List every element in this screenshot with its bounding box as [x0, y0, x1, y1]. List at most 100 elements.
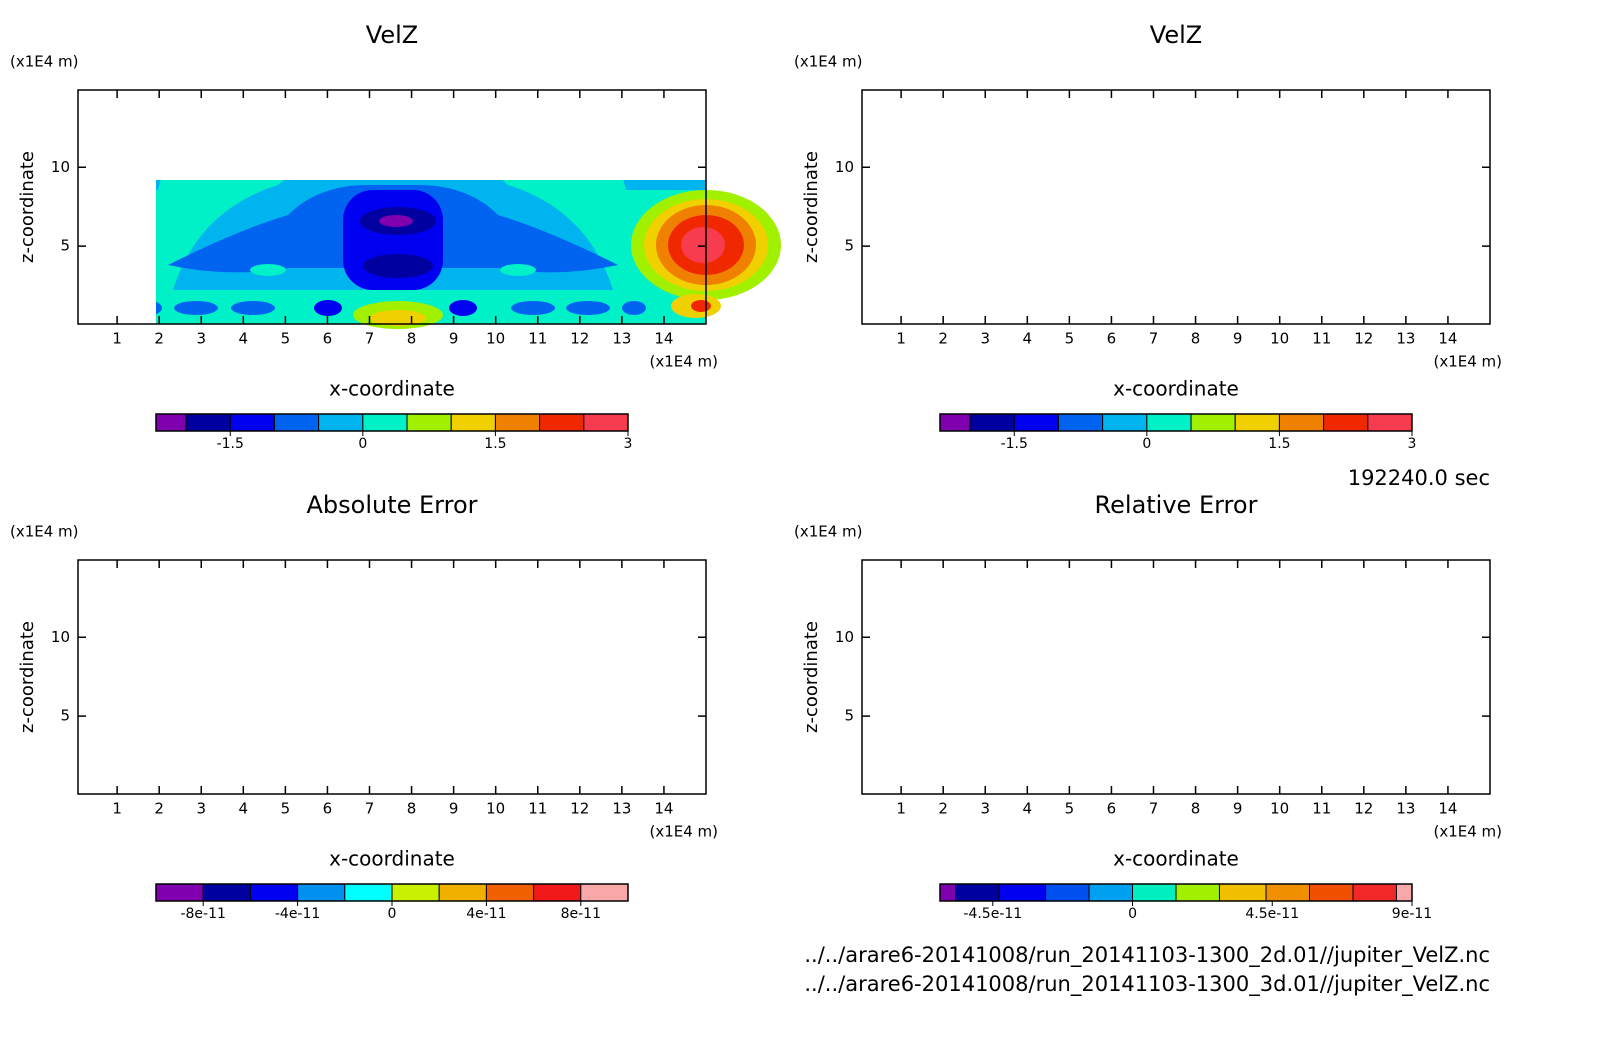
colorbar-segment — [185, 413, 231, 432]
colorbar-tick-label: 3 — [624, 436, 633, 452]
x-tick-label: 4 — [1023, 330, 1033, 348]
colorbar-tick-label: 0 — [1142, 436, 1151, 452]
y-tick-label: 5 — [844, 237, 854, 255]
x-tick-label: 14 — [1438, 330, 1457, 348]
y-unit: (x1E4 m) — [794, 53, 863, 71]
x-tick-label: 4 — [239, 330, 249, 348]
colorbar-segment — [1323, 413, 1369, 432]
panel-title: VelZ — [366, 21, 418, 49]
contour-region — [622, 301, 646, 315]
colorbar-segment — [318, 413, 364, 432]
contour-region — [174, 301, 218, 315]
x-tick-label: 5 — [281, 330, 291, 348]
x-tick-label: 9 — [449, 330, 459, 348]
contour-region — [566, 301, 610, 315]
colorbar-segment — [1057, 413, 1104, 432]
contour-region — [681, 227, 725, 263]
panel: Absolute Error(x1E4 m)(x1E4 m)x-coordina… — [10, 491, 718, 922]
x-tick-label: 14 — [654, 330, 673, 348]
contour-region — [511, 301, 555, 315]
contour-region — [379, 215, 413, 227]
contour-region — [449, 300, 477, 316]
x-label: x-coordinate — [329, 377, 455, 401]
colorbar-segment — [273, 413, 320, 432]
x-tick-label: 6 — [1107, 330, 1117, 348]
contour-region — [363, 254, 433, 278]
y-label: z-coordinate — [17, 151, 38, 263]
colorbar-segment — [1190, 413, 1236, 432]
x-tick-label: 12 — [1354, 330, 1373, 348]
colorbar-segment — [1367, 413, 1413, 432]
contour-region — [231, 301, 275, 315]
colorbar-tick-label: -1.5 — [217, 436, 244, 452]
x-label: x-coordinate — [1113, 377, 1239, 401]
plot-frame — [861, 89, 1491, 325]
colorbar-segment — [1102, 413, 1148, 432]
x-tick-label: 12 — [570, 330, 589, 348]
x-tick-label: 2 — [154, 330, 164, 348]
colorbar-segment — [1234, 413, 1280, 432]
x-tick-label: 2 — [938, 330, 948, 348]
x-tick-label: 10 — [486, 330, 505, 348]
plot-frame — [77, 89, 707, 325]
panel: VelZ (x1E4 m) (x1E4 m) x-coordinate z-coordi… — [10, 21, 781, 452]
colorbar-segment — [1278, 413, 1325, 432]
colorbar-tick-label: 0 — [358, 436, 367, 452]
contour-region — [156, 180, 161, 190]
colorbar-frame — [155, 413, 629, 432]
contour-region — [500, 264, 536, 276]
x-tick-label: 7 — [365, 330, 375, 348]
x-tick-label: 8 — [407, 330, 417, 348]
contour-region — [314, 300, 342, 316]
colorbar-segment — [450, 413, 496, 432]
x-tick-label: 8 — [1191, 330, 1201, 348]
colorbar-tick-label: -1.5 — [1001, 436, 1028, 452]
x-tick-label: 6 — [323, 330, 333, 348]
file-path: ../../arare6-20141008/run_20141103-1300_… — [804, 972, 1490, 997]
colorbar-segment — [583, 413, 629, 432]
contour-region — [691, 300, 711, 312]
x-unit: (x1E4 m) — [1433, 353, 1502, 371]
y-tick-label: 10 — [51, 158, 70, 176]
y-label: z-coordinate — [801, 151, 822, 263]
colorbar-segment — [406, 413, 452, 432]
x-tick-label: 1 — [112, 330, 122, 348]
file-path: ../../arare6-20141008/run_20141103-1300_… — [804, 943, 1490, 968]
contour-region — [623, 180, 706, 190]
colorbar-tick-label: 1.5 — [484, 436, 506, 452]
colorbar-tick-label: 1.5 — [1268, 436, 1290, 452]
panel: VelZ (x1E4 m) (x1E4 m) x-coordinate z-coordi… — [794, 21, 1502, 452]
x-tick-label: 5 — [1065, 330, 1075, 348]
colorbar-frame — [939, 413, 1413, 432]
panel-title: VelZ — [1150, 21, 1202, 49]
y-unit: (x1E4 m) — [10, 53, 79, 71]
colorbar-segment — [969, 413, 1015, 432]
colorbar-segment — [1013, 413, 1059, 432]
colorbar-segment — [1146, 413, 1192, 432]
colorbar-segment — [939, 413, 971, 432]
contour-region — [156, 301, 162, 315]
y-tick-label: 5 — [60, 237, 70, 255]
colorbar-segment — [155, 413, 187, 432]
contour-region — [250, 264, 286, 276]
x-tick-label: 3 — [196, 330, 206, 348]
x-tick-label: 9 — [1233, 330, 1243, 348]
x-tick-label: 7 — [1149, 330, 1159, 348]
x-tick-label: 11 — [1312, 330, 1331, 348]
colorbar-segment — [494, 413, 541, 432]
x-tick-label: 13 — [1396, 330, 1415, 348]
colorbar-segment — [539, 413, 585, 432]
time-label: 192240.0 sec — [1348, 466, 1490, 490]
colorbar-segment — [362, 413, 408, 432]
y-tick-label: 10 — [835, 158, 854, 176]
x-unit: (x1E4 m) — [649, 353, 718, 371]
x-tick-label: 10 — [1270, 330, 1289, 348]
x-tick-label: 1 — [896, 330, 906, 348]
x-tick-label: 11 — [528, 330, 547, 348]
x-tick-label: 13 — [612, 330, 631, 348]
x-tick-label: 3 — [980, 330, 990, 348]
colorbar-segment — [229, 413, 275, 432]
colorbar-tick-label: 3 — [1408, 436, 1417, 452]
